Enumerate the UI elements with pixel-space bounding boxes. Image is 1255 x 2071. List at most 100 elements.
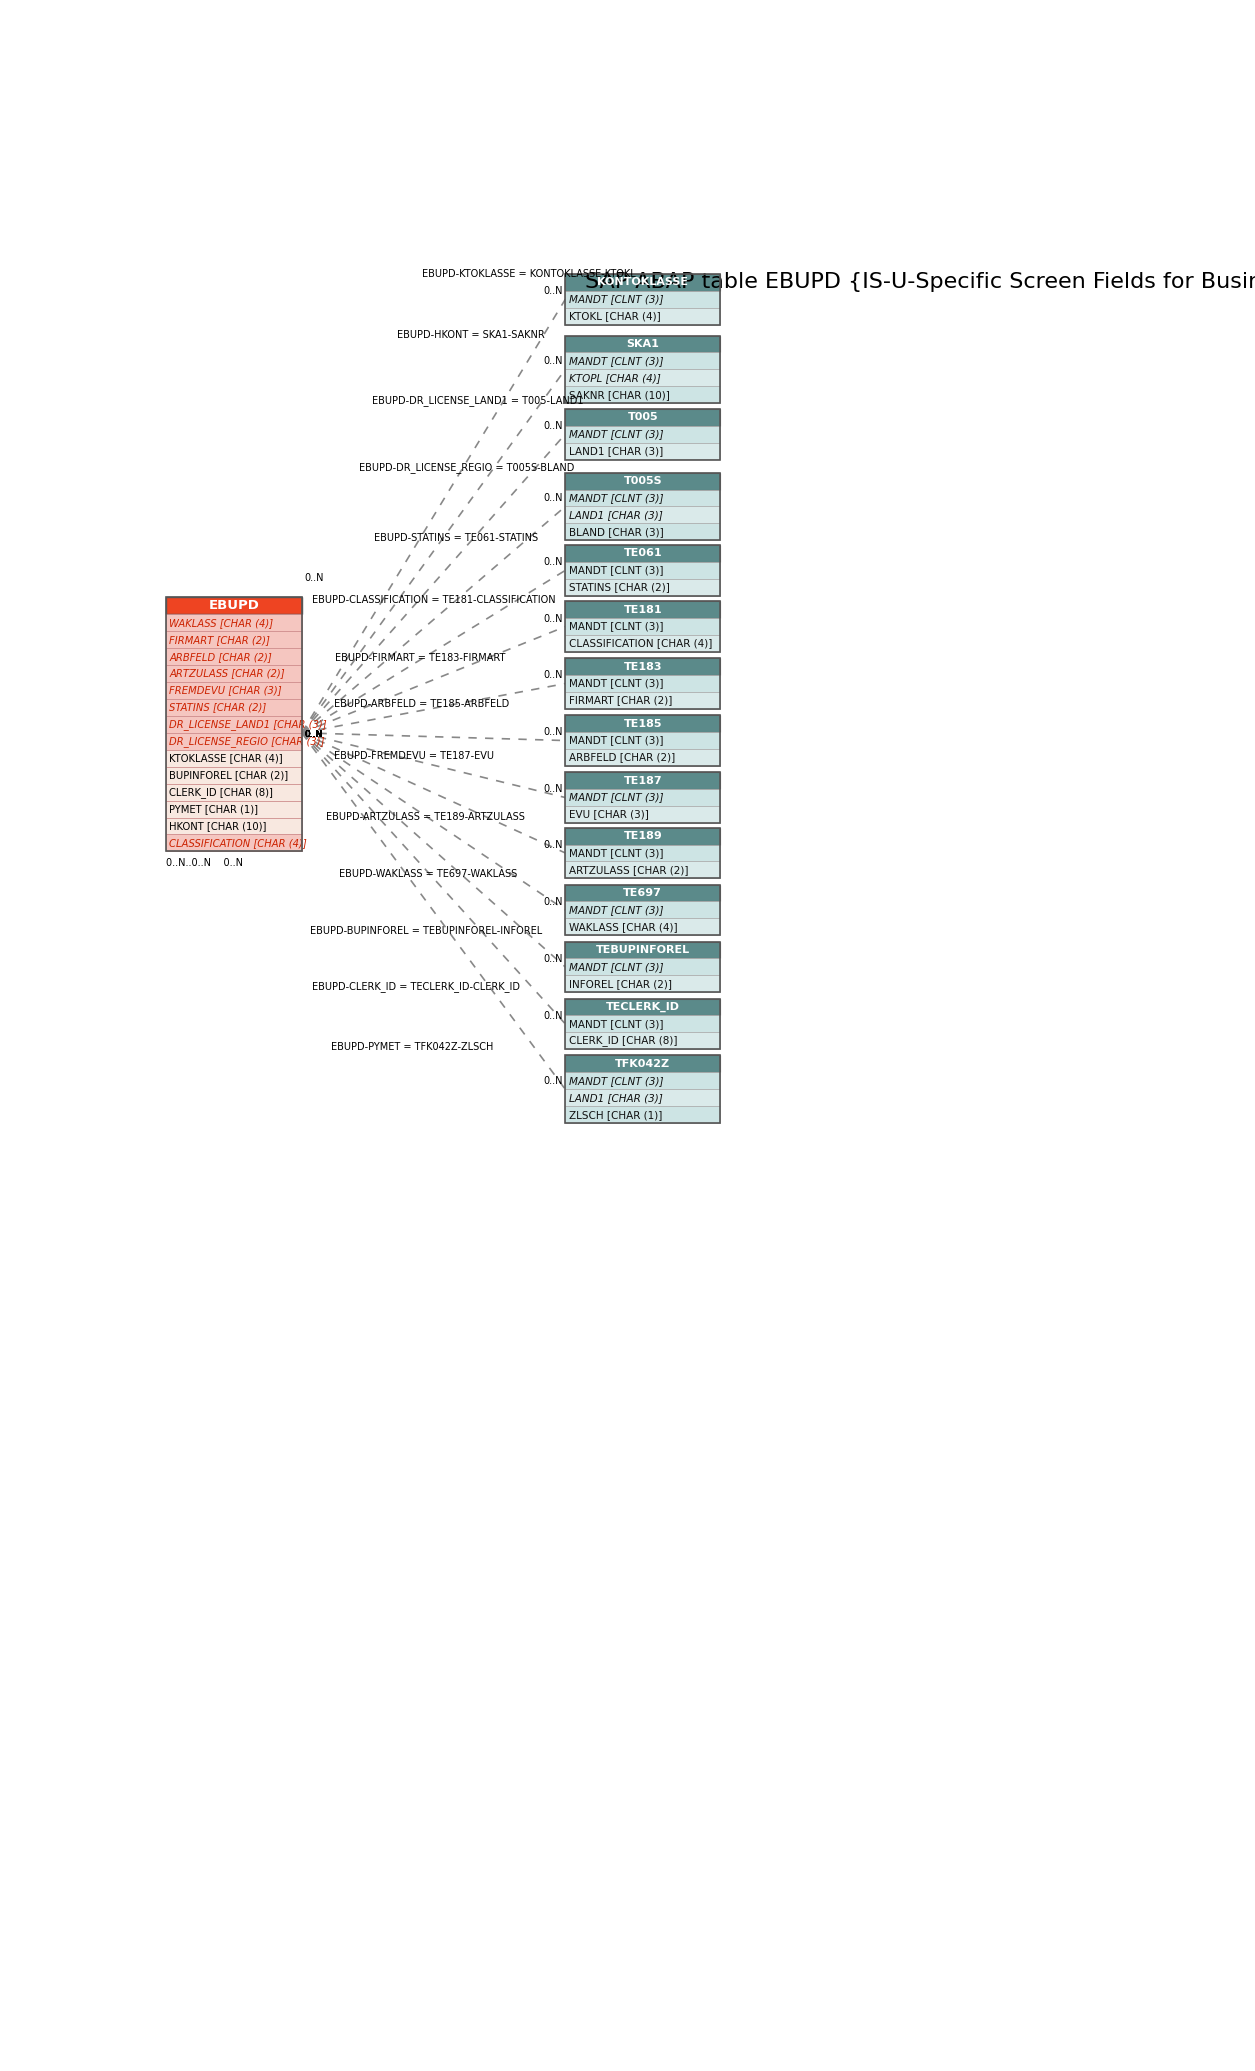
Bar (166, 750, 301, 766)
Bar (565, 408, 720, 427)
Bar (166, 681, 301, 700)
Bar (565, 617, 720, 636)
Text: 0..N: 0..N (304, 729, 323, 739)
Text: MANDT [CLNT (3)]: MANDT [CLNT (3)] (570, 356, 664, 367)
Text: 0..N: 0..N (304, 729, 323, 739)
Text: WAKLASS [CHAR (4)]: WAKLASS [CHAR (4)] (570, 922, 678, 932)
Text: MANDT [CLNT (3)]: MANDT [CLNT (3)] (570, 493, 664, 503)
Bar (565, 1089, 720, 1106)
Bar (565, 659, 720, 708)
Bar (565, 1056, 720, 1122)
Text: CLERK_ID [CHAR (8)]: CLERK_ID [CHAR (8)] (570, 1036, 678, 1046)
Text: LAND1 [CHAR (3)]: LAND1 [CHAR (3)] (570, 1093, 663, 1104)
Text: 0..N: 0..N (304, 729, 323, 739)
Bar (565, 828, 720, 845)
Bar (565, 806, 720, 822)
Bar (565, 472, 720, 541)
Text: 0..N: 0..N (543, 493, 563, 503)
Bar (565, 659, 720, 675)
Text: 0..N: 0..N (543, 420, 563, 431)
Bar (565, 580, 720, 596)
Bar (565, 387, 720, 404)
Text: SAKNR [CHAR (10)]: SAKNR [CHAR (10)] (570, 389, 670, 400)
Text: MANDT [CLNT (3)]: MANDT [CLNT (3)] (570, 1019, 664, 1029)
Bar (565, 942, 720, 959)
Bar (565, 427, 720, 443)
Text: 0..N: 0..N (543, 785, 563, 795)
Bar (565, 1031, 720, 1050)
Bar (565, 1056, 720, 1073)
Text: FREMDEVU [CHAR (3)]: FREMDEVU [CHAR (3)] (169, 686, 282, 696)
Text: T005S: T005S (624, 476, 663, 487)
Text: KTOKL [CHAR (4)]: KTOKL [CHAR (4)] (570, 311, 661, 321)
Text: EBUPD-KTOKLASSE = KONTOKLASSE-KTOKL: EBUPD-KTOKLASSE = KONTOKLASSE-KTOKL (422, 269, 636, 280)
Text: 0..N: 0..N (543, 613, 563, 623)
Text: 0..N: 0..N (543, 671, 563, 681)
Bar (166, 615, 301, 632)
Text: PYMET [CHAR (1)]: PYMET [CHAR (1)] (169, 804, 259, 814)
Text: MANDT [CLNT (3)]: MANDT [CLNT (3)] (570, 621, 664, 632)
Text: HKONT [CHAR (10)]: HKONT [CHAR (10)] (169, 820, 266, 830)
Text: EBUPD-FREMDEVU = TE187-EVU: EBUPD-FREMDEVU = TE187-EVU (334, 752, 493, 762)
Bar (565, 507, 720, 524)
Bar (166, 766, 301, 783)
Bar (565, 789, 720, 806)
Text: 0..N: 0..N (304, 729, 323, 739)
Text: MANDT [CLNT (3)]: MANDT [CLNT (3)] (570, 294, 664, 304)
Bar (565, 942, 720, 992)
Text: 0..N: 0..N (304, 729, 323, 739)
Bar (565, 369, 720, 387)
Text: DR_LICENSE_REGIO [CHAR (3)]: DR_LICENSE_REGIO [CHAR (3)] (169, 735, 325, 748)
Text: INFOREL [CHAR (2)]: INFOREL [CHAR (2)] (570, 980, 673, 988)
Bar (565, 472, 720, 489)
Text: 0..N: 0..N (543, 1011, 563, 1021)
Text: 0..N: 0..N (543, 286, 563, 296)
Bar (565, 273, 720, 325)
Text: EBUPD-CLERK_ID = TECLERK_ID-CLERK_ID: EBUPD-CLERK_ID = TECLERK_ID-CLERK_ID (312, 982, 520, 992)
Bar (565, 1106, 720, 1122)
Bar (565, 545, 720, 596)
Bar (565, 884, 720, 901)
Text: ARTZULASS [CHAR (2)]: ARTZULASS [CHAR (2)] (169, 669, 285, 679)
Text: ARTZULASS [CHAR (2)]: ARTZULASS [CHAR (2)] (570, 866, 689, 874)
Text: MANDT [CLNT (3)]: MANDT [CLNT (3)] (570, 905, 664, 915)
Bar (565, 336, 720, 352)
Text: ZLSCH [CHAR (1)]: ZLSCH [CHAR (1)] (570, 1110, 663, 1120)
Bar (565, 714, 720, 731)
Text: BLAND [CHAR (3)]: BLAND [CHAR (3)] (570, 526, 664, 536)
Bar (565, 1015, 720, 1031)
Text: EBUPD-HKONT = SKA1-SAKNR: EBUPD-HKONT = SKA1-SAKNR (397, 329, 545, 340)
Text: CLASSIFICATION [CHAR (4)]: CLASSIFICATION [CHAR (4)] (570, 638, 713, 648)
Bar (166, 717, 301, 733)
Bar (166, 733, 301, 750)
Text: 0..N: 0..N (543, 356, 563, 367)
Text: TE189: TE189 (624, 830, 663, 841)
Text: MANDT [CLNT (3)]: MANDT [CLNT (3)] (570, 679, 664, 688)
Bar (565, 917, 720, 936)
Text: BUPINFOREL [CHAR (2)]: BUPINFOREL [CHAR (2)] (169, 770, 289, 781)
Text: 0..N: 0..N (304, 729, 323, 739)
Text: TE697: TE697 (624, 888, 663, 899)
Bar (565, 959, 720, 975)
Text: 0..N: 0..N (543, 841, 563, 849)
Bar (565, 336, 720, 404)
Bar (565, 601, 720, 652)
Text: TE181: TE181 (624, 605, 663, 615)
Bar (565, 290, 720, 309)
Text: EBUPD-DR_LICENSE_REGIO = T005S-BLAND: EBUPD-DR_LICENSE_REGIO = T005S-BLAND (359, 462, 575, 474)
Text: T005: T005 (628, 412, 658, 422)
Text: FIRMART [CHAR (2)]: FIRMART [CHAR (2)] (570, 696, 673, 706)
Bar (565, 352, 720, 369)
Bar (565, 975, 720, 992)
Bar (565, 273, 720, 290)
Bar (166, 596, 301, 615)
Bar (565, 489, 720, 507)
Text: KTOKLASSE [CHAR (4)]: KTOKLASSE [CHAR (4)] (169, 754, 282, 764)
Text: TFK042Z: TFK042Z (615, 1058, 670, 1069)
Bar (565, 692, 720, 708)
Text: EBUPD-CLASSIFICATION = TE181-CLASSIFICATION: EBUPD-CLASSIFICATION = TE181-CLASSIFICAT… (312, 594, 556, 605)
Bar (565, 443, 720, 460)
Text: MANDT [CLNT (3)]: MANDT [CLNT (3)] (570, 429, 664, 439)
Text: ARBFELD [CHAR (2)]: ARBFELD [CHAR (2)] (169, 652, 272, 661)
Text: MANDT [CLNT (3)]: MANDT [CLNT (3)] (570, 1077, 664, 1085)
